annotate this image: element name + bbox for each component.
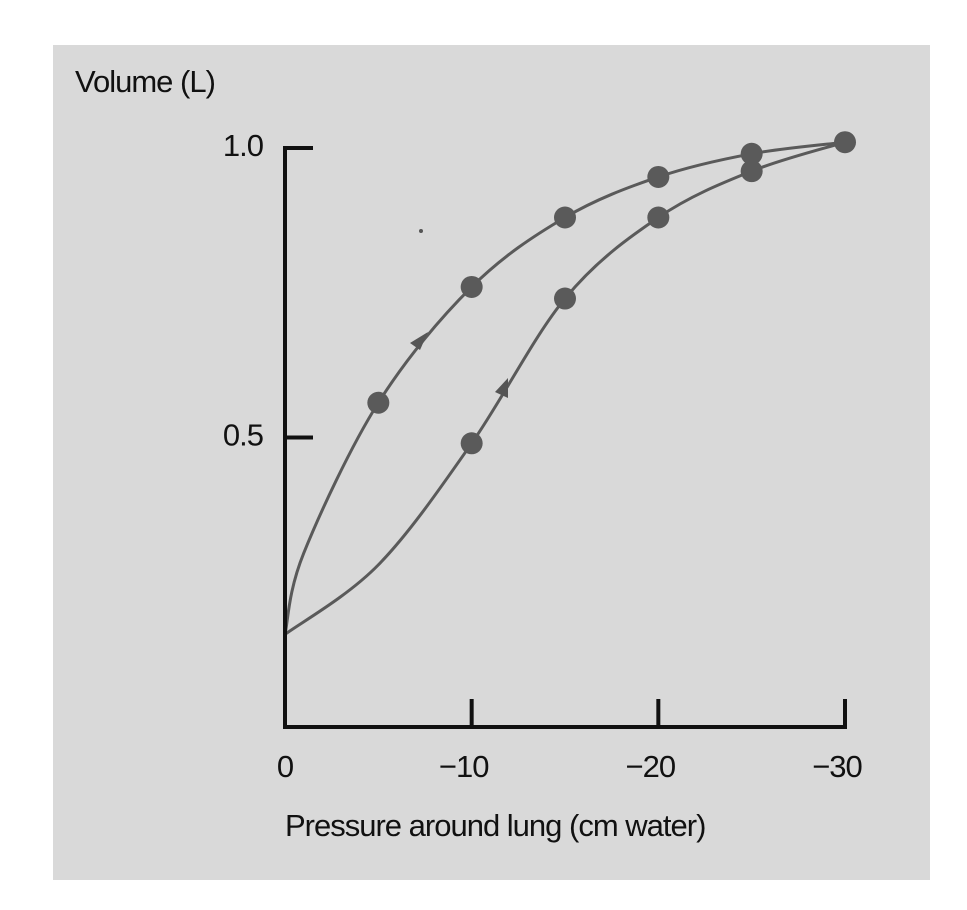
panel xyxy=(53,45,930,880)
data-point xyxy=(367,391,390,414)
curve xyxy=(283,140,846,635)
x-tick-label: 0 xyxy=(277,749,294,784)
data-point xyxy=(834,131,856,154)
data-point xyxy=(740,142,763,165)
x-axis-label: Pressure around lung (cm water) xyxy=(285,808,705,843)
speck xyxy=(419,229,423,233)
data-point xyxy=(740,160,763,183)
direction-arrow xyxy=(410,332,428,350)
data-point xyxy=(647,206,670,229)
x-tick-label: −10 xyxy=(439,749,489,784)
plot-area xyxy=(283,131,856,636)
y-tick-label: 0.5 xyxy=(223,418,263,453)
data-point xyxy=(554,206,576,229)
direction-arrow xyxy=(495,378,508,398)
y-axis-label: Volume (L) xyxy=(75,64,215,99)
x-tick-label: −20 xyxy=(626,749,676,784)
data-point xyxy=(460,432,483,455)
data-point xyxy=(460,275,483,298)
data-point xyxy=(647,165,670,188)
x-tick-label: −30 xyxy=(812,749,862,784)
data-point xyxy=(554,287,576,310)
y-tick-label: 1.0 xyxy=(223,128,264,163)
